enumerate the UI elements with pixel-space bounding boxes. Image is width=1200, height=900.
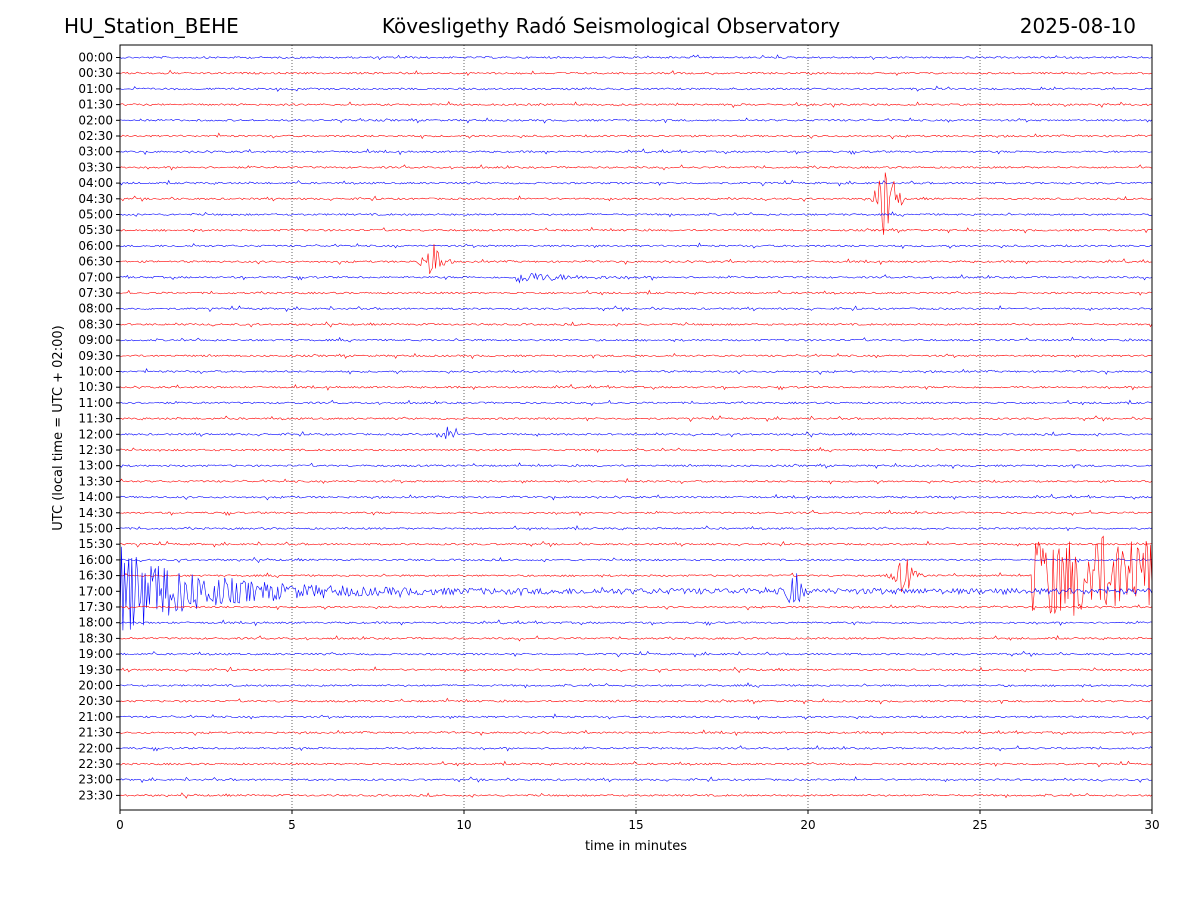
y-tick-label: 15:30 — [78, 537, 113, 551]
trace-1130 — [119, 415, 1153, 422]
y-tick-label: 18:00 — [78, 616, 113, 630]
trace-1200 — [119, 426, 1153, 439]
trace-0730 — [119, 289, 1153, 296]
x-tick-label: 20 — [800, 818, 815, 832]
y-tick-label: 10:30 — [78, 380, 113, 394]
trace-0530 — [119, 226, 1153, 234]
y-tick-label: 18:30 — [78, 631, 113, 645]
y-tick-label: 09:30 — [78, 349, 113, 363]
y-tick-label: 10:00 — [78, 365, 113, 379]
y-tick-label: 00:00 — [78, 51, 113, 65]
trace-1530 — [120, 540, 1152, 548]
x-tick-label: 25 — [972, 818, 987, 832]
y-tick-label: 02:30 — [78, 129, 113, 143]
y-tick-label: 19:00 — [78, 647, 113, 661]
grid-lines — [291, 45, 981, 810]
y-tick-label: 04:00 — [78, 176, 113, 190]
trace-0100 — [119, 85, 1153, 92]
y-tick-label: 11:00 — [78, 396, 113, 410]
trace-1630 — [119, 535, 1153, 616]
x-axis-label: time in minutes — [585, 839, 687, 854]
y-tick-label: 12:30 — [78, 443, 113, 457]
trace-0700 — [119, 272, 1153, 284]
trace-1430 — [119, 509, 1153, 516]
y-tick-label: 12:00 — [78, 427, 113, 441]
y-tick-label: 05:30 — [78, 223, 113, 237]
y-tick-label: 08:30 — [78, 317, 113, 331]
y-tick-label: 21:30 — [78, 726, 113, 740]
y-tick-label: 04:30 — [78, 192, 113, 206]
trace-0300 — [119, 148, 1153, 156]
y-tick-label: 17:00 — [78, 584, 113, 598]
y-axis-label: UTC (local time = UTC + 02:00) — [51, 325, 66, 530]
trace-0330 — [119, 164, 1153, 171]
y-tick-label: 07:00 — [78, 270, 113, 284]
y-tick-label: 06:00 — [78, 239, 113, 253]
y-tick-label: 15:00 — [78, 522, 113, 536]
y-tick-label: 16:00 — [78, 553, 113, 567]
trace-1830 — [119, 635, 1153, 642]
y-tick-label: 23:30 — [78, 788, 113, 802]
y-tick-label: 17:30 — [78, 600, 113, 614]
station-name: HU_Station_BEHE — [64, 14, 239, 38]
y-tick-label: 07:30 — [78, 286, 113, 300]
trace-0930 — [119, 352, 1153, 360]
y-tick-label: 06:30 — [78, 255, 113, 269]
y-tick-label: 03:30 — [78, 160, 113, 174]
y-tick-label: 21:00 — [78, 710, 113, 724]
trace-1400 — [119, 493, 1153, 501]
y-tick-label: 23:00 — [78, 773, 113, 787]
x-tick-label: 30 — [1144, 818, 1159, 832]
y-tick-label: 01:00 — [78, 82, 113, 96]
y-tick-label: 11:30 — [78, 412, 113, 426]
y-tick-label: 14:30 — [78, 506, 113, 520]
chart-title: Kövesligethy Radó Seismological Observat… — [381, 14, 841, 38]
trace-1000 — [119, 367, 1153, 375]
trace-0500 — [119, 211, 1153, 218]
x-tick-label: 5 — [288, 818, 296, 832]
trace-2230 — [119, 760, 1153, 768]
y-tick-label: 20:00 — [78, 679, 113, 693]
trace-1600 — [119, 556, 1153, 564]
y-tick-label: 09:00 — [78, 333, 113, 347]
y-tick-label: 19:30 — [78, 663, 113, 677]
y-tick-label: 20:30 — [78, 694, 113, 708]
x-tick-label: 0 — [116, 818, 124, 832]
chart-date: 2025-08-10 — [1019, 14, 1136, 38]
trace-0130 — [119, 101, 1153, 108]
y-tick-label: 13:30 — [78, 474, 113, 488]
y-tick-label: 13:00 — [78, 459, 113, 473]
x-axis: 0 5 10 15 20 25 30 — [116, 810, 1160, 832]
y-tick-label: 05:00 — [78, 208, 113, 222]
y-tick-label: 22:30 — [78, 757, 113, 771]
y-tick-label: 02:00 — [78, 113, 113, 127]
y-tick-label: 08:00 — [78, 302, 113, 316]
y-tick-label: 22:00 — [78, 741, 113, 755]
x-tick-label: 10 — [456, 818, 471, 832]
y-tick-label: 01:30 — [78, 98, 113, 112]
trace-1800 — [119, 619, 1153, 627]
y-tick-label: 03:00 — [78, 145, 113, 159]
trace-2000 — [119, 682, 1153, 689]
y-tick-label: 00:30 — [78, 66, 113, 80]
trace-1230 — [119, 446, 1153, 453]
x-tick-label: 15 — [628, 818, 643, 832]
y-tick-label: 14:00 — [78, 490, 113, 504]
y-tick-label: 16:30 — [78, 569, 113, 583]
trace-2030 — [119, 697, 1153, 705]
